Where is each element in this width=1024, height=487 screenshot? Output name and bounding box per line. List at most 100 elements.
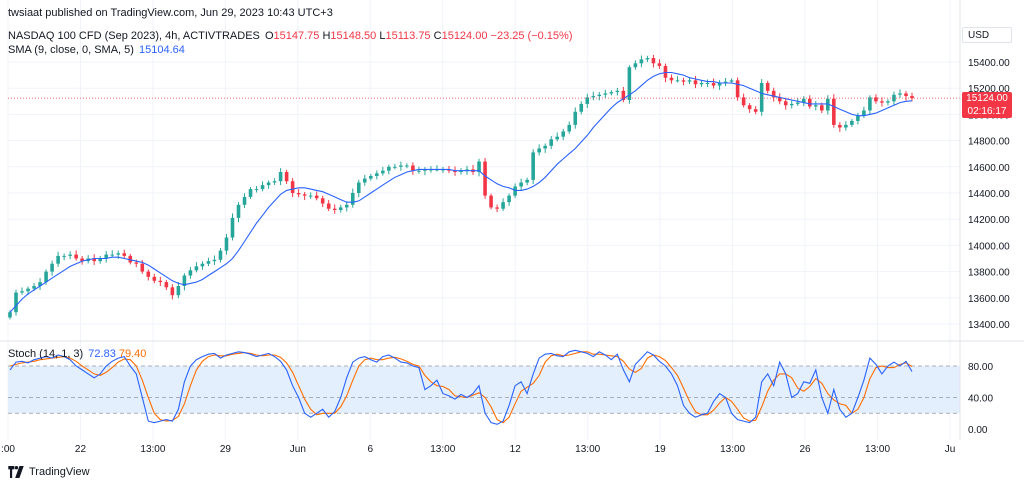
candle-body	[290, 181, 295, 193]
candle-body	[741, 97, 746, 106]
time-tick-label: 29	[220, 444, 232, 455]
candle-body	[344, 204, 349, 208]
candle-body	[783, 101, 788, 106]
candle-body	[134, 262, 139, 264]
candle-body	[585, 97, 590, 104]
candle-body	[308, 195, 313, 197]
candle-body	[375, 173, 379, 176]
candle-body	[519, 182, 523, 187]
candle-body	[98, 258, 102, 262]
candle-body	[579, 103, 584, 112]
candle-body	[886, 101, 890, 103]
change-value: −23.25 (−0.15%)	[490, 30, 573, 42]
candle-body	[152, 276, 157, 281]
sma-line	[9, 71, 913, 313]
candle-body	[8, 312, 12, 318]
candle-body	[597, 94, 602, 97]
candle-body	[314, 195, 319, 199]
candle-body	[447, 169, 451, 171]
low-value: 15113.75	[385, 30, 431, 42]
price-tick-label: 15200.00	[968, 84, 1010, 95]
candle-body	[826, 98, 830, 111]
candle-body	[453, 170, 457, 173]
stoch-legend: Stoch (14, 1, 3) 72.83 79.40	[8, 348, 146, 360]
candle-body	[284, 172, 289, 182]
last-price-value: 15124.00	[966, 93, 1008, 104]
candle-body	[206, 261, 211, 264]
candle-body	[74, 254, 78, 259]
candle-body	[771, 90, 776, 98]
candle-body	[146, 271, 151, 277]
candle-body	[759, 82, 764, 112]
time-tick-label: 19	[655, 444, 667, 455]
low-label: L	[379, 30, 386, 42]
high-label: H	[322, 30, 331, 42]
candle-body	[543, 145, 547, 149]
candle-body	[128, 255, 133, 263]
candle-body	[350, 193, 355, 205]
candle-body	[501, 202, 505, 209]
footer-brand[interactable]: TradingView	[8, 466, 90, 478]
candle-body	[639, 59, 644, 64]
stoch-axis[interactable]: 80.00 40.00 0.00	[968, 362, 993, 436]
sma-legend: SMA (9, close, 0, SMA, 5) 15104.64	[8, 44, 185, 56]
price-tick-label: 14400.00	[968, 189, 1010, 200]
candle-body	[615, 90, 620, 93]
candle-body	[483, 161, 487, 196]
candle-body	[296, 193, 301, 195]
stoch-label[interactable]: Stoch (14, 1, 3)	[8, 348, 84, 360]
candle-body	[104, 254, 109, 259]
price-tick-label: 13800.00	[968, 268, 1010, 279]
candle-body	[898, 93, 902, 95]
candle-body	[302, 194, 307, 196]
candle-body	[633, 63, 638, 68]
candle-body	[393, 166, 397, 168]
candle-body	[904, 93, 908, 97]
candle-body	[844, 124, 848, 128]
candle-body	[711, 82, 716, 86]
candle-body	[567, 124, 572, 132]
candle-body	[868, 97, 872, 111]
stoch-tick-label: 0.00	[968, 425, 988, 436]
candle-body	[272, 181, 277, 183]
candle-body	[753, 109, 758, 112]
candle-body	[495, 207, 499, 209]
candle-body	[332, 208, 337, 211]
candle-body	[14, 292, 18, 313]
candle-body	[525, 179, 529, 183]
candle-body	[801, 98, 806, 103]
candle-body	[122, 253, 127, 256]
candle-body	[603, 93, 608, 95]
candle-body	[856, 115, 860, 121]
price-tick-label: 13600.00	[968, 294, 1010, 305]
candle-body	[507, 195, 511, 203]
candle-body	[80, 258, 84, 262]
candle-body	[411, 165, 415, 171]
candle-body	[735, 80, 740, 98]
candle-body	[68, 254, 72, 256]
candle-body	[765, 82, 770, 91]
candle-body	[92, 258, 96, 262]
time-axis[interactable]: :00 22 13:00 29 Jun 6 13:00 12 13:00 19 13:00 26 13:…	[1, 444, 955, 455]
sma-label[interactable]: SMA (9, close, 0, SMA, 5)	[8, 44, 134, 56]
stoch-levels	[8, 365, 960, 414]
candle-body	[20, 291, 24, 293]
candle-body	[182, 275, 187, 287]
candle-body	[224, 237, 229, 251]
candle-body	[176, 286, 181, 296]
price-tick-label: 14000.00	[968, 241, 1010, 252]
candle-body	[477, 161, 481, 173]
time-tick-label: Ju	[945, 444, 956, 455]
currency-selector[interactable]: USD	[962, 27, 1012, 43]
symbol-title[interactable]: NASDAQ 100 CFD (Sep 2023), 4h, ACTIVTRAD…	[8, 30, 260, 42]
candle-body	[110, 254, 115, 256]
candle-body	[669, 77, 674, 81]
candle-body	[874, 97, 878, 102]
candle-body	[230, 217, 235, 238]
stoch-tick-label: 40.00	[968, 394, 993, 405]
candle-body	[26, 288, 30, 292]
candle-body	[675, 80, 680, 82]
candle-body	[188, 270, 193, 276]
candle-body	[705, 82, 710, 84]
